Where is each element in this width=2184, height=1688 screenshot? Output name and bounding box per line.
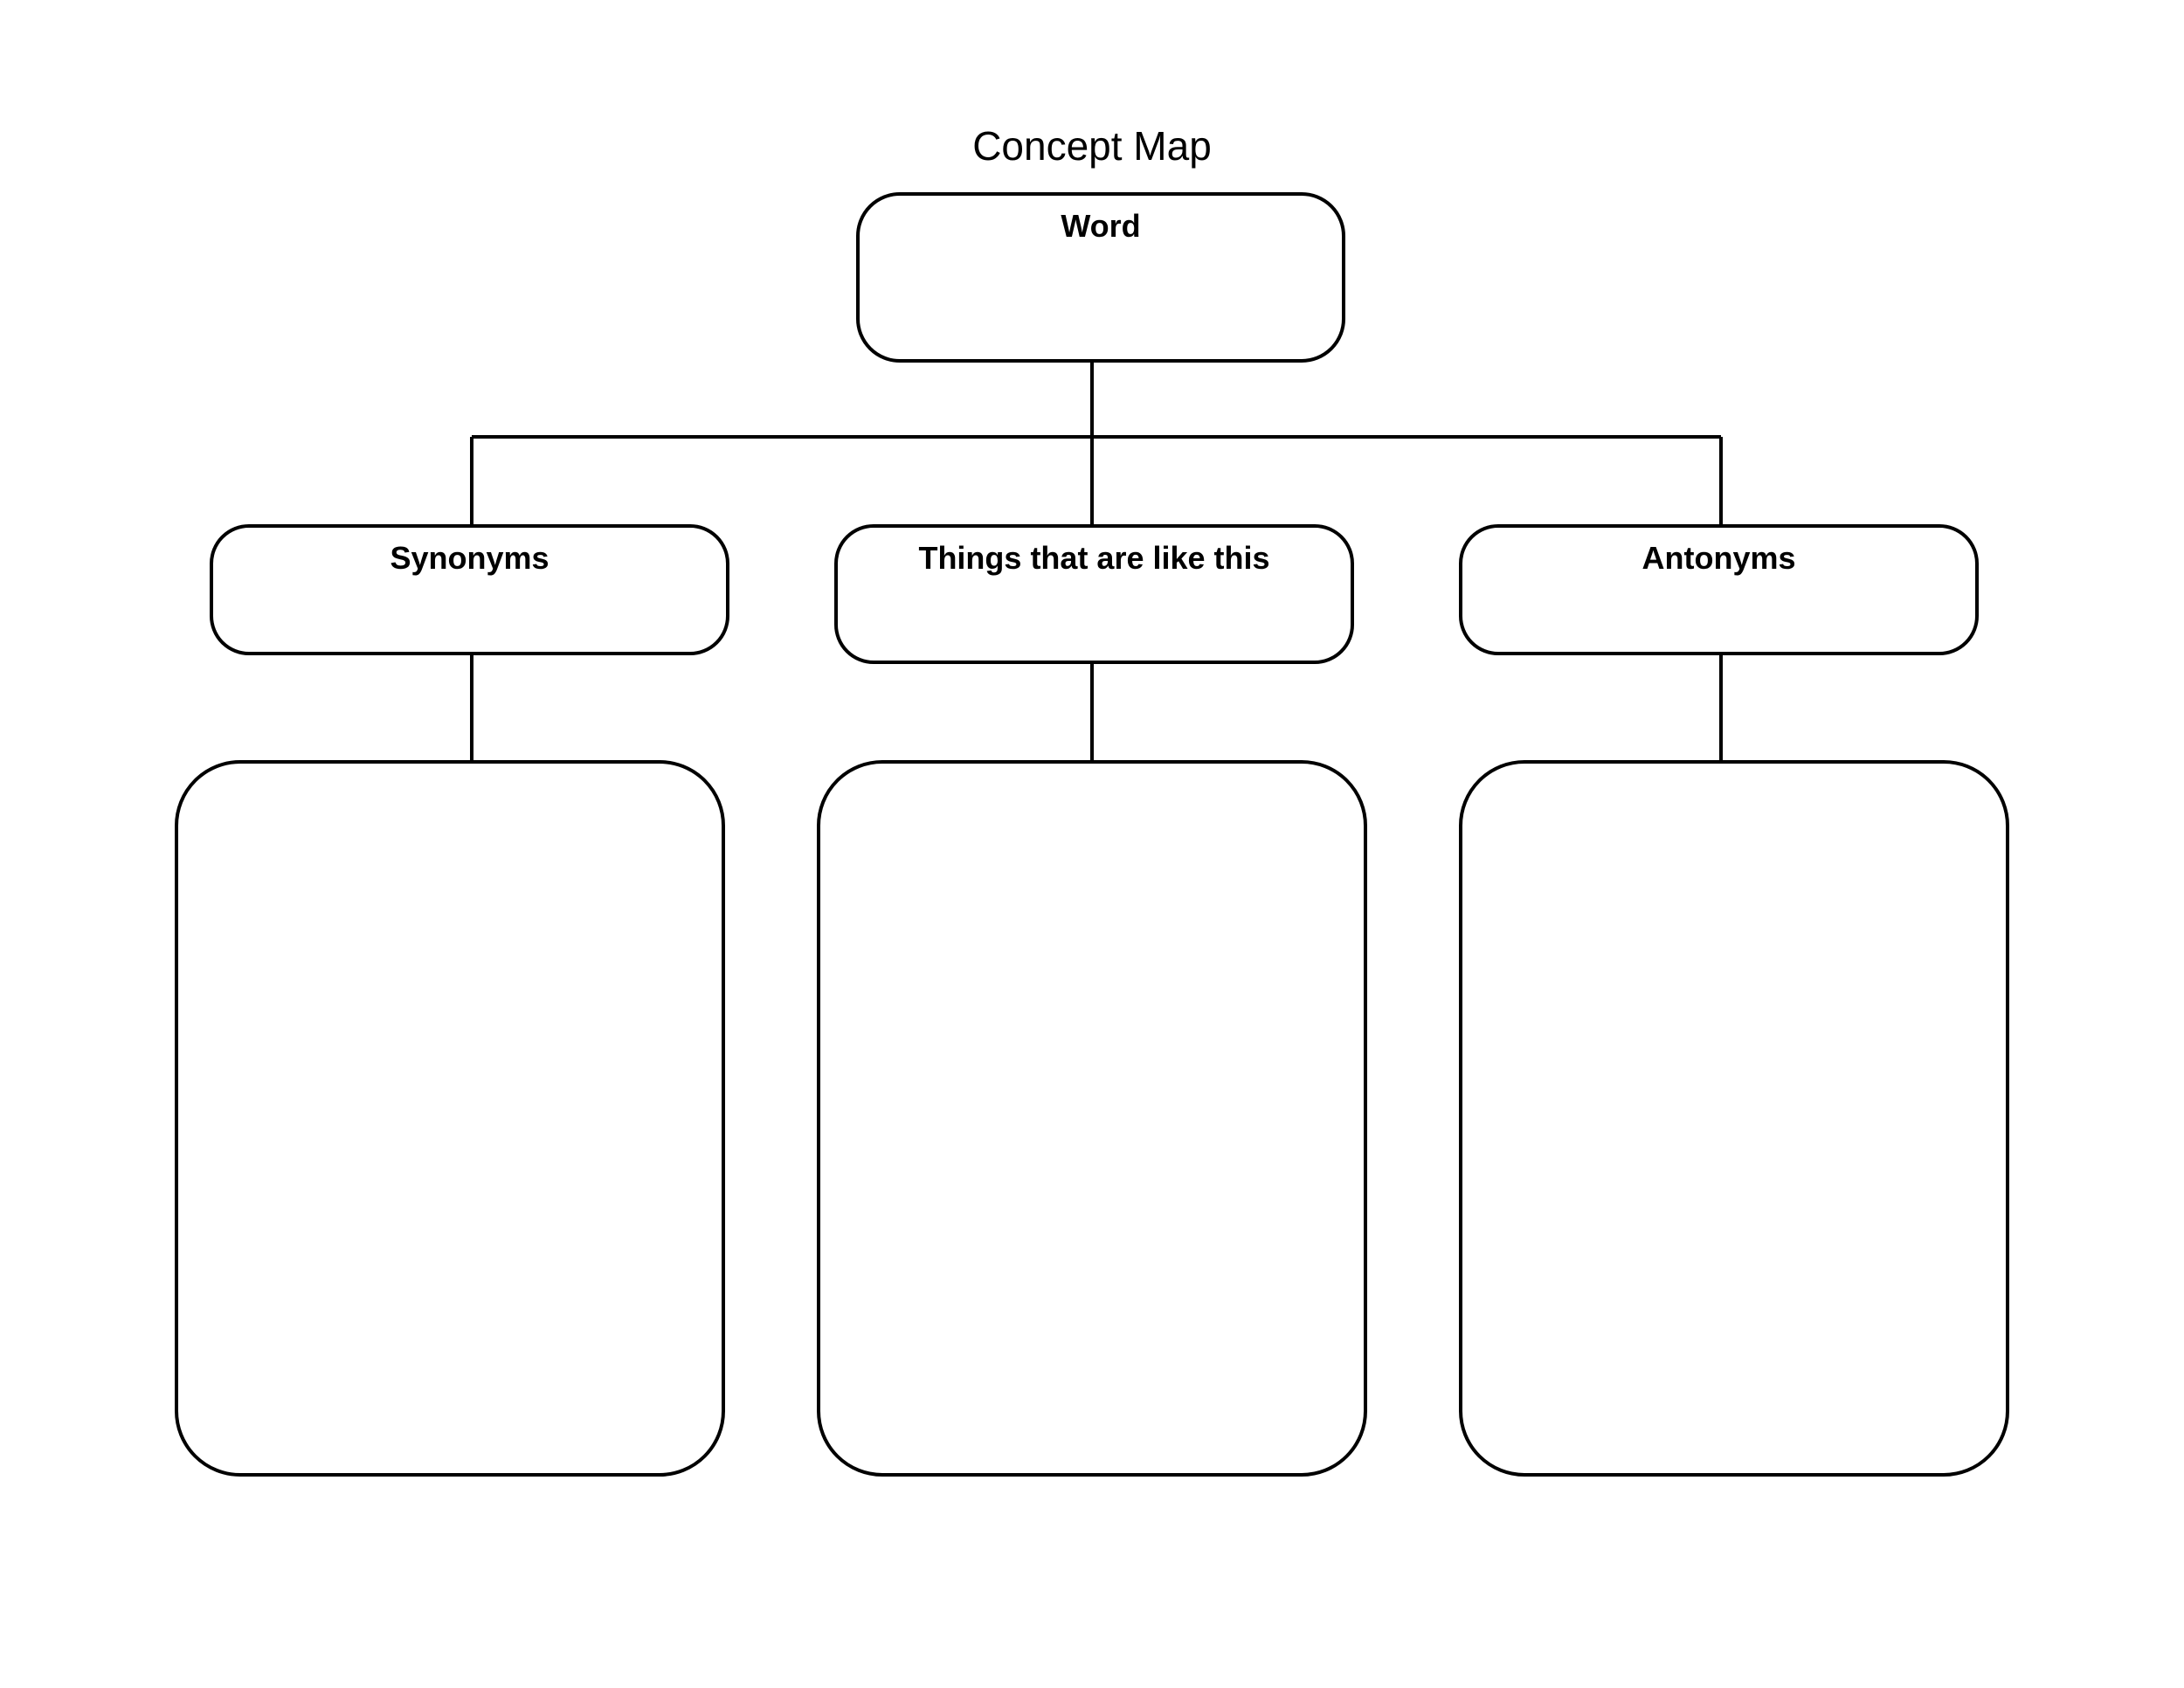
node-synonyms-box <box>175 760 725 1477</box>
node-antonyms-label: Antonyms <box>1459 524 1979 655</box>
node-antonyms-box <box>1459 760 2009 1477</box>
node-things-box <box>817 760 1367 1477</box>
node-label-root: Word <box>860 196 1342 247</box>
diagram-title: Concept Map <box>0 122 2184 169</box>
node-synonyms-label: Synonyms <box>210 524 729 655</box>
node-label-antonyms-label: Antonyms <box>1462 528 1975 579</box>
node-root: Word <box>856 192 1345 363</box>
node-things-label: Things that are like this <box>834 524 1354 664</box>
node-label-things-label: Things that are like this <box>838 528 1351 579</box>
node-label-synonyms-label: Synonyms <box>213 528 726 579</box>
